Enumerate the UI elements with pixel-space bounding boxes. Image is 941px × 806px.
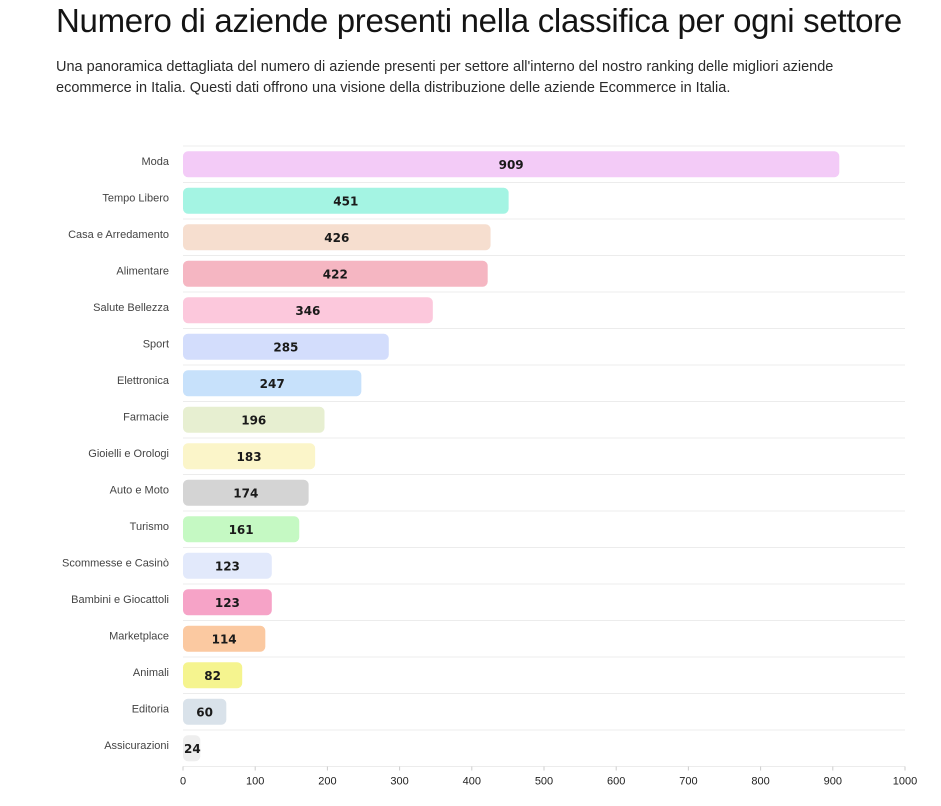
category-label: Gioielli e Orologi — [88, 448, 169, 460]
value-label: 422 — [323, 267, 348, 281]
value-label: 285 — [273, 340, 298, 354]
value-labels: 909 451 426 422 346 285 247 196 183 174 161 123 123 1… — [184, 158, 524, 756]
x-tick-label: 900 — [824, 776, 842, 788]
value-label: 451 — [333, 194, 358, 208]
value-label: 123 — [215, 559, 240, 573]
bar-15 — [183, 698, 227, 725]
bar-14 — [183, 662, 243, 689]
category-label: Animali — [133, 667, 169, 679]
category-labels: Moda Tempo Libero Casa e Arredamento Alimen… — [62, 156, 170, 752]
value-label: 183 — [237, 450, 262, 464]
category-label: Alimentare — [116, 266, 169, 278]
category-label: Marketplace — [109, 631, 169, 643]
bar-8 — [183, 443, 316, 470]
bar-6 — [183, 370, 362, 397]
category-label: Assicurazioni — [104, 740, 169, 752]
bar-12 — [183, 589, 272, 616]
x-axis: 0 100 200 300 400 500 600 700 800 900 1000 — [180, 766, 917, 788]
sector-bar-chart: Moda Tempo Libero Casa e Arredamento Alimen… — [62, 145, 917, 788]
bar-3 — [183, 260, 488, 287]
bar-0 — [183, 151, 840, 178]
bar-5 — [183, 333, 389, 360]
bar-13 — [183, 625, 266, 652]
page-subtitle: Una panoramica dettagliata del numero di… — [56, 59, 834, 96]
category-label: Tempo Libero — [102, 193, 169, 205]
value-label: 174 — [233, 486, 258, 500]
value-label: 161 — [229, 523, 254, 537]
x-tick-label: 0 — [180, 776, 186, 788]
value-label: 123 — [215, 596, 240, 610]
x-tick-label: 500 — [535, 776, 553, 788]
x-tick-label: 600 — [607, 776, 625, 788]
bar-11 — [183, 552, 272, 579]
x-tick-label: 700 — [679, 776, 697, 788]
value-label: 909 — [499, 158, 524, 172]
bar-1 — [183, 187, 509, 214]
value-label: 114 — [212, 632, 237, 646]
bar-9 — [183, 479, 309, 506]
bar-2 — [183, 224, 491, 251]
x-tick-label: 400 — [463, 776, 481, 788]
x-tick-label: 200 — [318, 776, 336, 788]
category-label: Sport — [143, 339, 169, 351]
category-label: Auto e Moto — [110, 485, 169, 497]
category-label: Moda — [141, 156, 169, 168]
value-label: 426 — [324, 231, 349, 245]
value-label: 247 — [260, 377, 285, 391]
bar-4 — [183, 297, 433, 324]
value-label: 196 — [241, 413, 266, 427]
value-label: 346 — [295, 304, 320, 318]
value-label: 24 — [184, 742, 201, 756]
category-label: Farmacie — [123, 412, 169, 424]
category-label: Casa e Arredamento — [68, 229, 169, 241]
category-label: Scommesse e Casinò — [62, 558, 169, 570]
category-label: Turismo — [130, 521, 169, 533]
x-tick-label: 100 — [246, 776, 264, 788]
bar-7 — [183, 406, 325, 433]
bar-10 — [183, 516, 300, 543]
x-tick-label: 1000 — [893, 776, 917, 788]
category-label: Editoria — [132, 704, 170, 716]
category-label: Elettronica — [117, 375, 170, 387]
value-label: 82 — [204, 669, 221, 683]
bar-16 — [183, 735, 201, 762]
category-label: Salute Bellezza — [93, 302, 170, 314]
category-label: Bambini e Giocattoli — [71, 594, 169, 606]
bars — [183, 151, 840, 762]
value-label: 60 — [196, 705, 213, 719]
x-tick-label: 300 — [390, 776, 408, 788]
page-title: Numero di aziende presenti nella classif… — [56, 2, 902, 39]
x-tick-label: 800 — [751, 776, 769, 788]
